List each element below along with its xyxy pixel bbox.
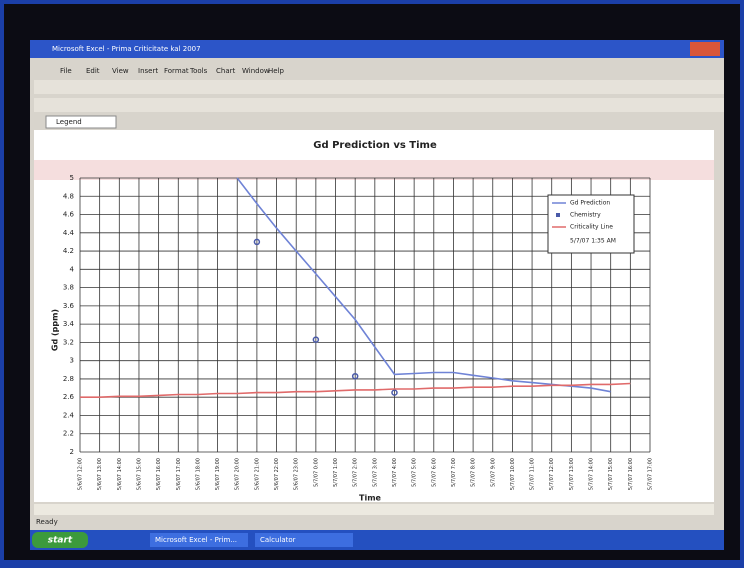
x-tick-label: 5/6/07 20:00: [235, 458, 241, 490]
window-title: Microsoft Excel - Prima Criticitate kal …: [52, 45, 201, 53]
y-tick-label: 4.4: [63, 229, 75, 237]
y-tick-label: 3.2: [63, 338, 74, 346]
x-tick-label: 5/7/07 15:00: [608, 458, 614, 490]
y-axis-label: Gd (ppm): [51, 309, 60, 351]
y-tick-label: 4.6: [63, 211, 75, 219]
legend-box: [547, 194, 635, 254]
taskbar-button-label: Calculator: [260, 536, 296, 544]
menu-item[interactable]: Insert: [138, 67, 158, 75]
menu-item[interactable]: Format: [164, 67, 189, 75]
x-tick-label: 5/7/07 11:00: [530, 458, 536, 490]
y-tick-label: 2.2: [63, 430, 74, 438]
menu-item[interactable]: View: [112, 67, 129, 75]
name-box-text: Legend: [56, 118, 82, 126]
chemistry-point: [253, 238, 261, 246]
x-tick-label: 5/6/07 21:00: [254, 458, 260, 490]
chart-title: Gd Prediction vs Time: [313, 140, 437, 151]
y-tick-label: 2.4: [63, 411, 75, 419]
sheet-tabs: [34, 504, 714, 515]
legend-label: Gd Prediction: [570, 200, 610, 207]
y-tick-label: 5: [70, 174, 74, 182]
menu-bar: File Edit View Insert Format Tools Chart Window…: [60, 67, 285, 75]
x-tick-label: 5/6/07 13:00: [97, 458, 103, 490]
plot: 2 2.2 2.4 2.6 2.8 3 3.2 3.4 3.6 3.8 4 4.2 4.4 4.6 4.8 5…: [63, 174, 654, 490]
x-tick-label: 5/7/07 9:00: [490, 458, 496, 487]
title-bar: [30, 40, 724, 58]
y-tick-label: 2.6: [63, 393, 75, 401]
chart-area: [34, 130, 714, 502]
legend-swatch: [556, 213, 560, 217]
x-tick-label: 5/7/07 5:00: [412, 458, 418, 487]
menu-item[interactable]: File: [60, 67, 72, 75]
x-tick-label: 5/7/07 0:00: [313, 458, 319, 487]
menu-item[interactable]: Edit: [86, 67, 100, 75]
x-tick-label: 5/6/07 19:00: [215, 458, 221, 490]
legend-label: Criticality Line: [570, 224, 613, 231]
taskbar-button-label: Microsoft Excel - Prim...: [155, 536, 237, 544]
taskbar-button[interactable]: [255, 533, 353, 547]
toolbar: [34, 98, 724, 112]
x-tick-label: 5/7/07 1:00: [333, 458, 339, 487]
y-tick-label: 3: [70, 357, 74, 365]
x-tick-label: 5/6/07 17:00: [176, 458, 182, 490]
x-tick-label: 5/7/07 17:00: [648, 458, 654, 490]
chemistry-point: [351, 372, 359, 380]
toolbar: [34, 80, 724, 94]
plot-band: [34, 160, 714, 180]
status-text: Ready: [36, 518, 58, 526]
menu-item[interactable]: Tools: [189, 67, 208, 75]
x-tick-label: 5/7/07 8:00: [471, 458, 477, 487]
name-box[interactable]: [45, 115, 117, 129]
series-line: [80, 382, 631, 398]
legend-label: Chemistry: [570, 212, 601, 219]
y-tick-label: 3.4: [63, 320, 75, 328]
x-tick-label: 5/7/07 12:00: [549, 458, 555, 490]
x-tick-label: 5/7/07 4:00: [392, 458, 398, 487]
x-tick-label: 5/6/07 16:00: [156, 458, 162, 490]
legend-note: 5/7/07 1:35 AM: [570, 238, 616, 245]
close-button[interactable]: [690, 42, 720, 56]
y-tick-label: 2.8: [63, 375, 74, 383]
x-tick-label: 5/6/07 18:00: [195, 458, 201, 490]
x-axis-label: Time: [359, 494, 382, 503]
y-tick-label: 4.2: [63, 247, 74, 255]
x-tick-label: 5/6/07 23:00: [294, 458, 300, 490]
y-tick-label: 4.8: [63, 192, 74, 200]
x-tick-label: 5/7/07 3:00: [372, 458, 378, 487]
menu-item[interactable]: Chart: [216, 67, 235, 75]
x-tick-label: 5/7/07 2:00: [353, 458, 359, 487]
chemistry-point: [312, 336, 320, 343]
start-button[interactable]: [32, 532, 88, 548]
menu-item[interactable]: Window: [242, 67, 270, 75]
taskbar-button[interactable]: [150, 533, 248, 547]
x-tick-label: 5/6/07 15:00: [136, 458, 142, 490]
x-tick-label: 5/7/07 6:00: [431, 458, 437, 487]
x-tick-label: 5/7/07 10:00: [510, 458, 516, 490]
x-tick-label: 5/7/07 7:00: [451, 458, 457, 487]
series-line: [236, 177, 611, 393]
x-tick-label: 5/7/07 13:00: [569, 458, 575, 490]
x-tick-label: 5/7/07 16:00: [628, 458, 634, 490]
x-tick-label: 5/7/07 14:00: [589, 458, 595, 490]
chemistry-point: [391, 389, 398, 396]
y-tick-label: 3.8: [63, 284, 74, 292]
menu-item[interactable]: Help: [268, 67, 285, 75]
start-label: start: [48, 536, 73, 546]
x-tick-label: 5/6/07 22:00: [274, 458, 280, 490]
taskbar: [30, 530, 724, 550]
x-tick-label: 5/6/07 14:00: [117, 458, 123, 490]
y-tick-label: 4: [70, 265, 75, 273]
y-tick-label: 3.6: [63, 302, 75, 310]
x-tick-label: 5/6/07 12:00: [78, 458, 84, 490]
y-tick-label: 2: [70, 448, 74, 456]
